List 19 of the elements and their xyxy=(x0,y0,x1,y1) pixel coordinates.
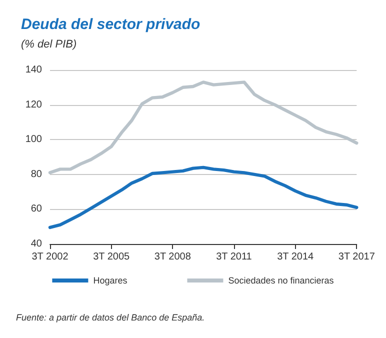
y-tick-label: 100 xyxy=(25,134,42,146)
x-tick-label: 3T 2017 xyxy=(338,252,376,262)
y-tick-label: 140 xyxy=(25,64,42,76)
x-tick-label: 3T 2008 xyxy=(154,252,192,262)
y-tick-label: 120 xyxy=(25,99,42,110)
x-tick-label: 3T 2002 xyxy=(32,252,69,262)
legend-label: Hogares xyxy=(93,276,128,286)
y-tick-label: 80 xyxy=(30,168,42,180)
y-tick-label: 40 xyxy=(30,238,42,250)
chart-title: Deuda del sector privado xyxy=(21,16,200,33)
line-series xyxy=(48,166,358,230)
x-tick-label: 3T 2011 xyxy=(216,252,252,262)
line-series xyxy=(48,80,358,174)
x-tick-label: 3T 2014 xyxy=(277,252,314,262)
x-tick-label: 3T 2005 xyxy=(93,252,130,262)
legend-label: Sociedades no financieras xyxy=(228,276,334,286)
y-tick-label: 60 xyxy=(30,204,42,215)
source-note: Fuente: a partir de datos del Banco de España. xyxy=(16,312,205,322)
chart-subtitle: (% del PIB) xyxy=(21,38,77,50)
